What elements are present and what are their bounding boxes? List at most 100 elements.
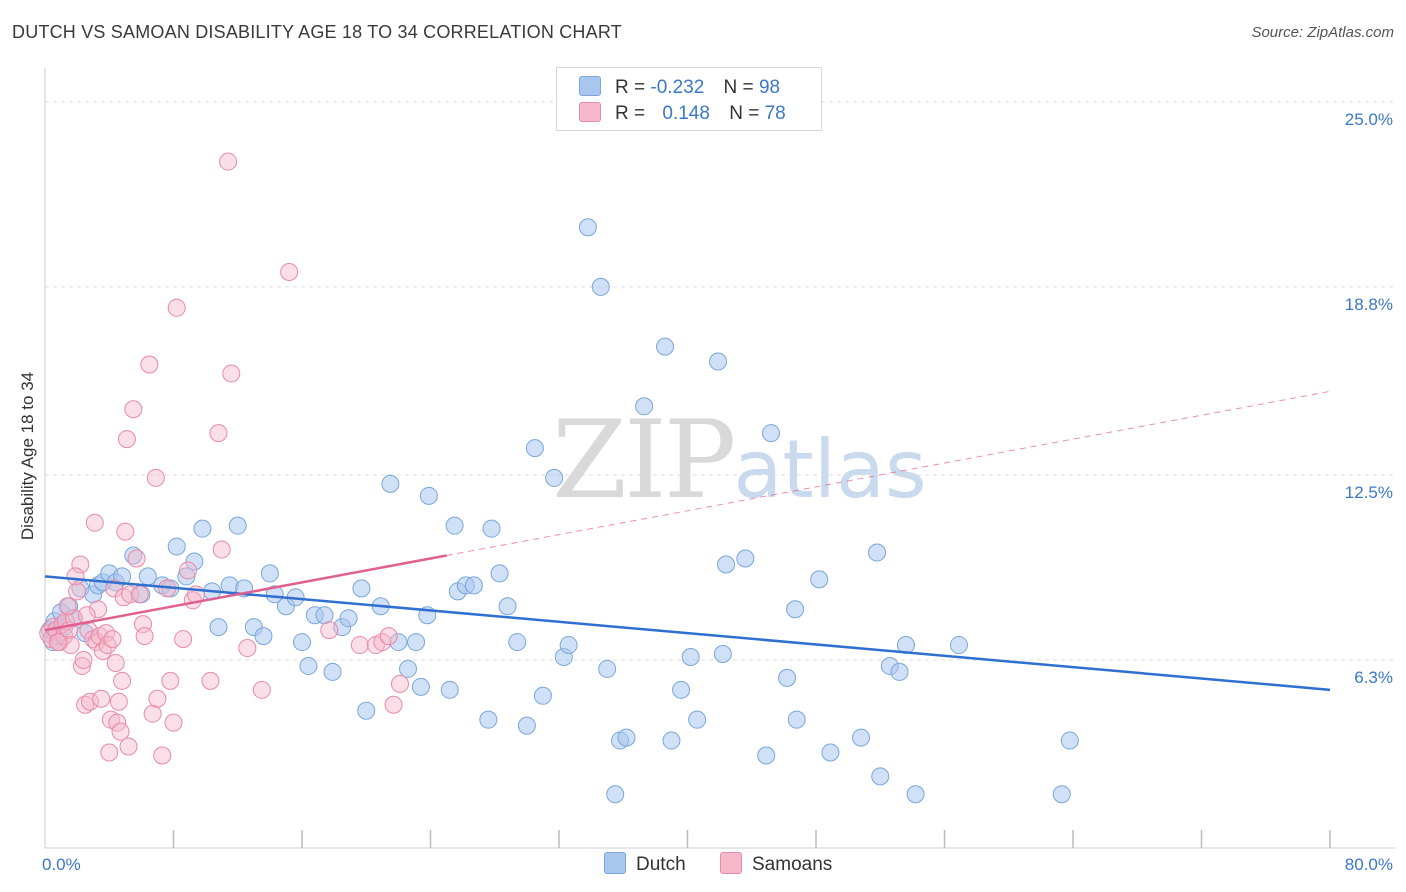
legend-row-dutch: R = -0.232 N = 98 xyxy=(579,76,780,102)
dutch-point xyxy=(411,677,430,696)
samoan-point xyxy=(350,636,369,655)
bottom-legend-swatch-samoans xyxy=(720,852,742,874)
legend-swatch-dutch xyxy=(579,76,601,96)
samoan-point xyxy=(201,671,220,690)
samoan-point xyxy=(68,582,87,601)
correlation-legend: R = -0.232 N = 98 R = 0.148 N = 78 xyxy=(556,67,822,131)
samoan-point xyxy=(58,597,77,616)
dutch-point xyxy=(228,516,247,535)
samoan-point xyxy=(140,355,159,374)
samoan-point xyxy=(72,656,91,675)
samoan-point xyxy=(153,746,172,765)
samoan-point xyxy=(109,692,128,711)
bottom-legend-swatch-dutch xyxy=(604,852,626,874)
dutch-point xyxy=(757,746,776,765)
bottom-legend-samoans: Samoans xyxy=(720,852,832,876)
dutch-point xyxy=(736,549,755,568)
trend-lines xyxy=(44,390,1331,692)
dutch-point xyxy=(399,659,418,678)
dutch-point xyxy=(498,597,517,616)
dutch-point xyxy=(490,564,509,583)
samoan-point xyxy=(77,606,96,625)
samoan-point xyxy=(116,522,135,541)
samoan-point xyxy=(280,262,299,281)
samoan-point xyxy=(119,737,138,756)
dutch-point xyxy=(810,570,829,589)
samoan-point xyxy=(48,633,67,652)
samoan-point xyxy=(209,424,228,443)
dutch-point xyxy=(419,486,438,505)
dutch-point xyxy=(209,618,228,637)
samoan-point xyxy=(121,585,140,604)
samoan-point xyxy=(127,549,146,568)
dutch-point xyxy=(890,662,909,681)
legend-swatch-samoans xyxy=(579,102,601,122)
samoan-point xyxy=(174,630,193,649)
samoan-point xyxy=(98,636,117,655)
samoan-trend-extension xyxy=(446,390,1331,557)
samoan-point xyxy=(71,555,90,574)
dutch-point xyxy=(265,585,284,604)
dutch-point xyxy=(138,567,157,586)
samoan-point xyxy=(92,689,111,708)
samoan-point xyxy=(164,713,183,732)
samoan-point xyxy=(100,743,119,762)
dutch-point xyxy=(635,397,654,416)
dutch-point xyxy=(389,633,408,652)
legend-r-value: -0.232 xyxy=(650,77,705,98)
samoan-point xyxy=(161,671,180,690)
legend-r-value: 0.148 xyxy=(662,103,710,124)
source-label: Source: ZipAtlas.com xyxy=(1251,24,1394,41)
dutch-point xyxy=(445,516,464,535)
samoan-point xyxy=(76,695,95,714)
dutch-point xyxy=(598,659,617,678)
dutch-point xyxy=(617,728,636,747)
watermark-zip: ZIP xyxy=(552,398,736,523)
dutch-points xyxy=(40,218,1079,804)
legend-n-value: 98 xyxy=(758,77,781,98)
samoan-point xyxy=(124,400,143,419)
samoan-point xyxy=(93,642,112,661)
axis-labels: 6.3% 12.5% 18.8% 25.0% 0.0% 80.0% Disability A… xyxy=(18,110,1393,874)
dutch-point xyxy=(299,656,318,675)
dutch-point xyxy=(606,785,625,804)
dutch-point xyxy=(868,543,887,562)
dutch-point xyxy=(293,633,311,652)
dutch-point xyxy=(260,564,279,583)
dutch-point xyxy=(323,662,342,681)
dutch-point xyxy=(851,728,870,747)
samoan-point xyxy=(89,600,108,619)
bottom-legend-label-samoans: Samoans xyxy=(752,854,833,875)
dutch-point xyxy=(787,710,806,729)
samoan-points xyxy=(39,152,409,765)
dutch-point xyxy=(688,710,707,729)
dutch-trend-line xyxy=(44,575,1331,692)
dutch-point xyxy=(464,576,483,595)
samoan-point xyxy=(212,540,231,559)
dutch-point xyxy=(177,567,196,586)
dutch-point xyxy=(578,218,597,237)
samoan-point xyxy=(74,650,93,669)
samoan-point xyxy=(106,653,125,672)
dutch-point xyxy=(479,710,498,729)
dutch-point xyxy=(545,468,564,487)
chart-title: DUTCH VS SAMOAN DISABILITY AGE 18 TO 34 … xyxy=(12,22,622,42)
dutch-point xyxy=(786,600,805,619)
dutch-point xyxy=(533,686,552,705)
samoan-point xyxy=(238,639,257,658)
legend-n-value: 78 xyxy=(764,103,786,124)
samoan-point xyxy=(320,621,339,640)
dutch-point xyxy=(482,519,501,538)
samoan-point xyxy=(390,674,409,693)
samoan-point xyxy=(148,689,167,708)
samoan-point xyxy=(167,298,186,317)
dutch-point xyxy=(717,555,736,574)
samoan-point xyxy=(178,561,197,580)
samoan-point xyxy=(80,692,99,711)
legend-n-label: N = xyxy=(723,77,754,98)
dutch-point xyxy=(517,716,536,735)
samoan-point xyxy=(111,722,130,741)
dutch-point xyxy=(1060,731,1079,750)
dutch-point xyxy=(124,546,143,565)
gridlines xyxy=(45,101,1395,661)
